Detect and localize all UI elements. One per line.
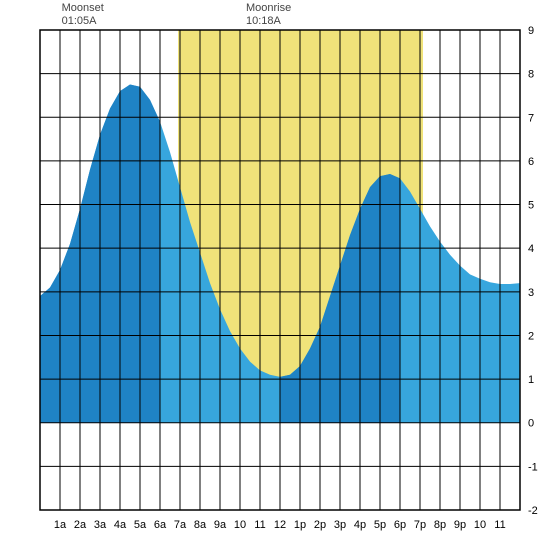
moonrise-annotation: Moonrise 10:18A (246, 2, 291, 28)
x-tick-label: 12 (274, 519, 286, 531)
x-tick-label: 7p (414, 519, 426, 531)
y-tick-label: -1 (528, 461, 538, 473)
y-tick-label: -2 (528, 505, 538, 517)
x-tick-label: 3a (94, 519, 107, 531)
x-tick-label: 10 (234, 519, 246, 531)
x-tick-label: 8p (434, 519, 446, 531)
y-tick-label: 1 (528, 374, 534, 386)
y-tick-label: 9 (528, 25, 534, 37)
x-tick-label: 9a (214, 519, 227, 531)
y-tick-label: 3 (528, 287, 534, 299)
x-tick-label: 1a (54, 519, 67, 531)
y-tick-label: 4 (528, 243, 534, 255)
x-tick-label: 6a (154, 519, 167, 531)
x-tick-label: 11 (494, 519, 505, 531)
x-tick-label: 3p (334, 519, 346, 531)
x-tick-label: 4a (114, 519, 127, 531)
x-tick-label: 6p (394, 519, 406, 531)
x-tick-label: 1p (294, 519, 306, 531)
y-tick-label: 5 (528, 200, 534, 212)
moonrise-time: 10:18A (246, 15, 291, 28)
x-tick-label: 2a (74, 519, 87, 531)
moonset-annotation: Moonset 01:05A (62, 2, 104, 28)
x-tick-label: 10 (474, 519, 486, 531)
x-tick-label: 8a (194, 519, 207, 531)
y-tick-label: 0 (528, 418, 534, 430)
x-tick-label: 2p (314, 519, 326, 531)
x-tick-label: 9p (454, 519, 466, 531)
moonrise-label: Moonrise (246, 2, 291, 15)
x-tick-label: 7a (174, 519, 187, 531)
moonset-label: Moonset (62, 2, 104, 15)
x-tick-label: 5a (134, 519, 147, 531)
moonset-time: 01:05A (62, 15, 104, 28)
y-tick-label: 8 (528, 69, 534, 81)
chart-svg: -2-101234567891a2a3a4a5a6a7a8a9a1011121p… (0, 0, 550, 550)
x-tick-label: 5p (374, 519, 386, 531)
x-tick-label: 4p (354, 519, 366, 531)
y-tick-label: 7 (528, 112, 534, 124)
y-tick-label: 2 (528, 330, 534, 342)
y-tick-label: 6 (528, 156, 534, 168)
tide-chart: Moonset 01:05A Moonrise 10:18A -2-101234… (0, 0, 550, 550)
x-tick-label: 11 (254, 519, 265, 531)
